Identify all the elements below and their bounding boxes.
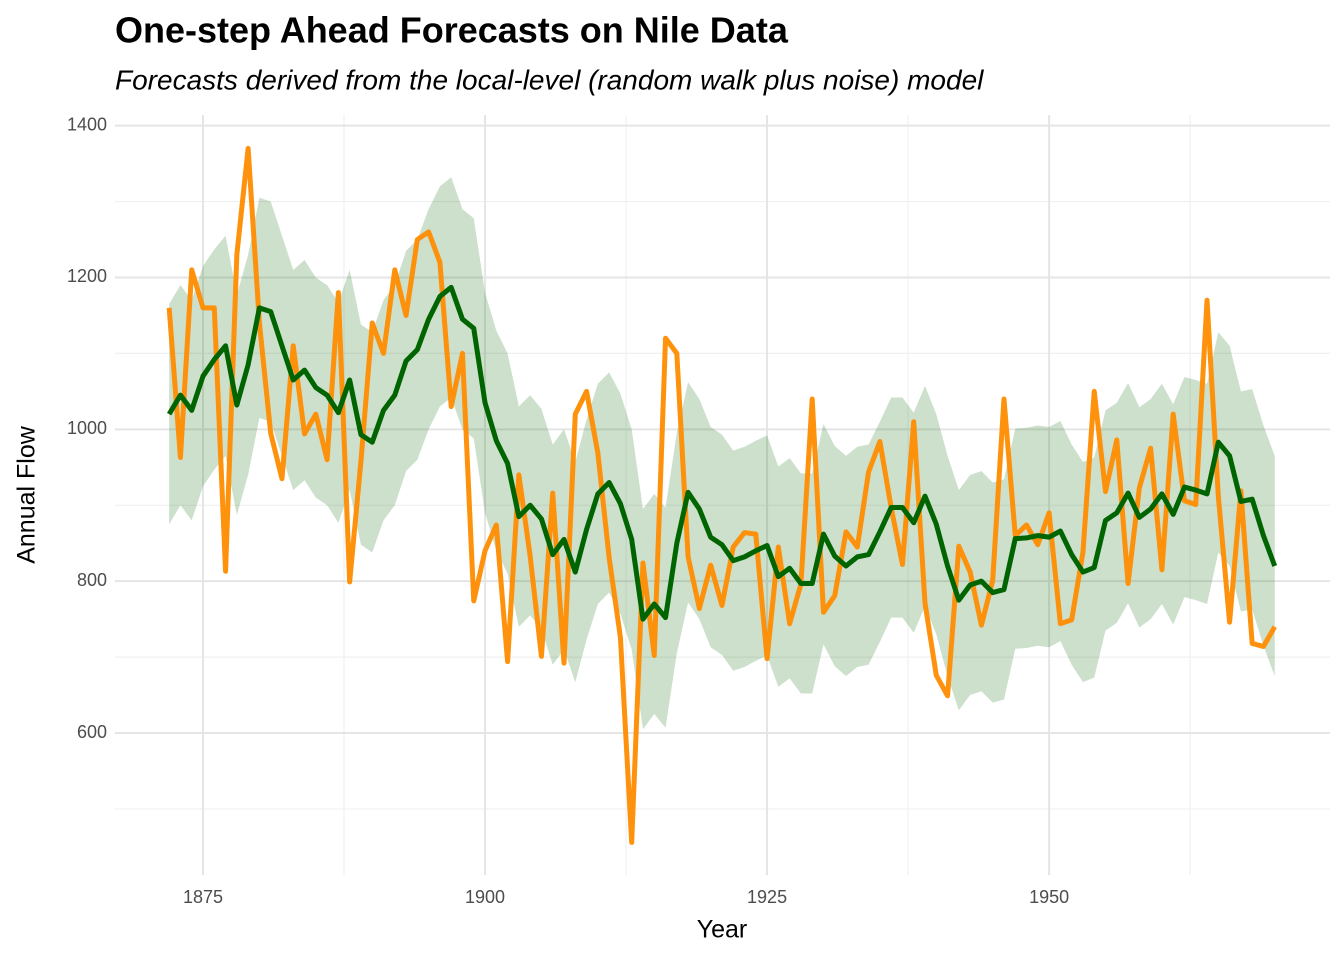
x-axis-label: Year	[697, 916, 748, 944]
y-tick-label: 800	[77, 570, 107, 590]
forecast-line	[167, 284, 1278, 622]
chart-title: One-step Ahead Forecasts on Nile Data	[115, 10, 789, 51]
y-tick-label: 1000	[67, 418, 107, 438]
y-axis-label: Annual Flow	[13, 425, 41, 564]
observed-line	[166, 145, 1277, 845]
y-tick-label: 600	[77, 722, 107, 742]
y-tick-label: 1400	[67, 114, 107, 134]
x-tick-label: 1950	[1029, 887, 1069, 907]
forecast-band	[169, 177, 1275, 730]
y-tick-label: 1200	[67, 266, 107, 286]
x-tick-label: 1925	[747, 887, 787, 907]
chart-subtitle: Forecasts derived from the local-level (…	[115, 64, 984, 95]
x-tick-label: 1875	[183, 887, 223, 907]
x-tick-label: 1900	[465, 887, 505, 907]
